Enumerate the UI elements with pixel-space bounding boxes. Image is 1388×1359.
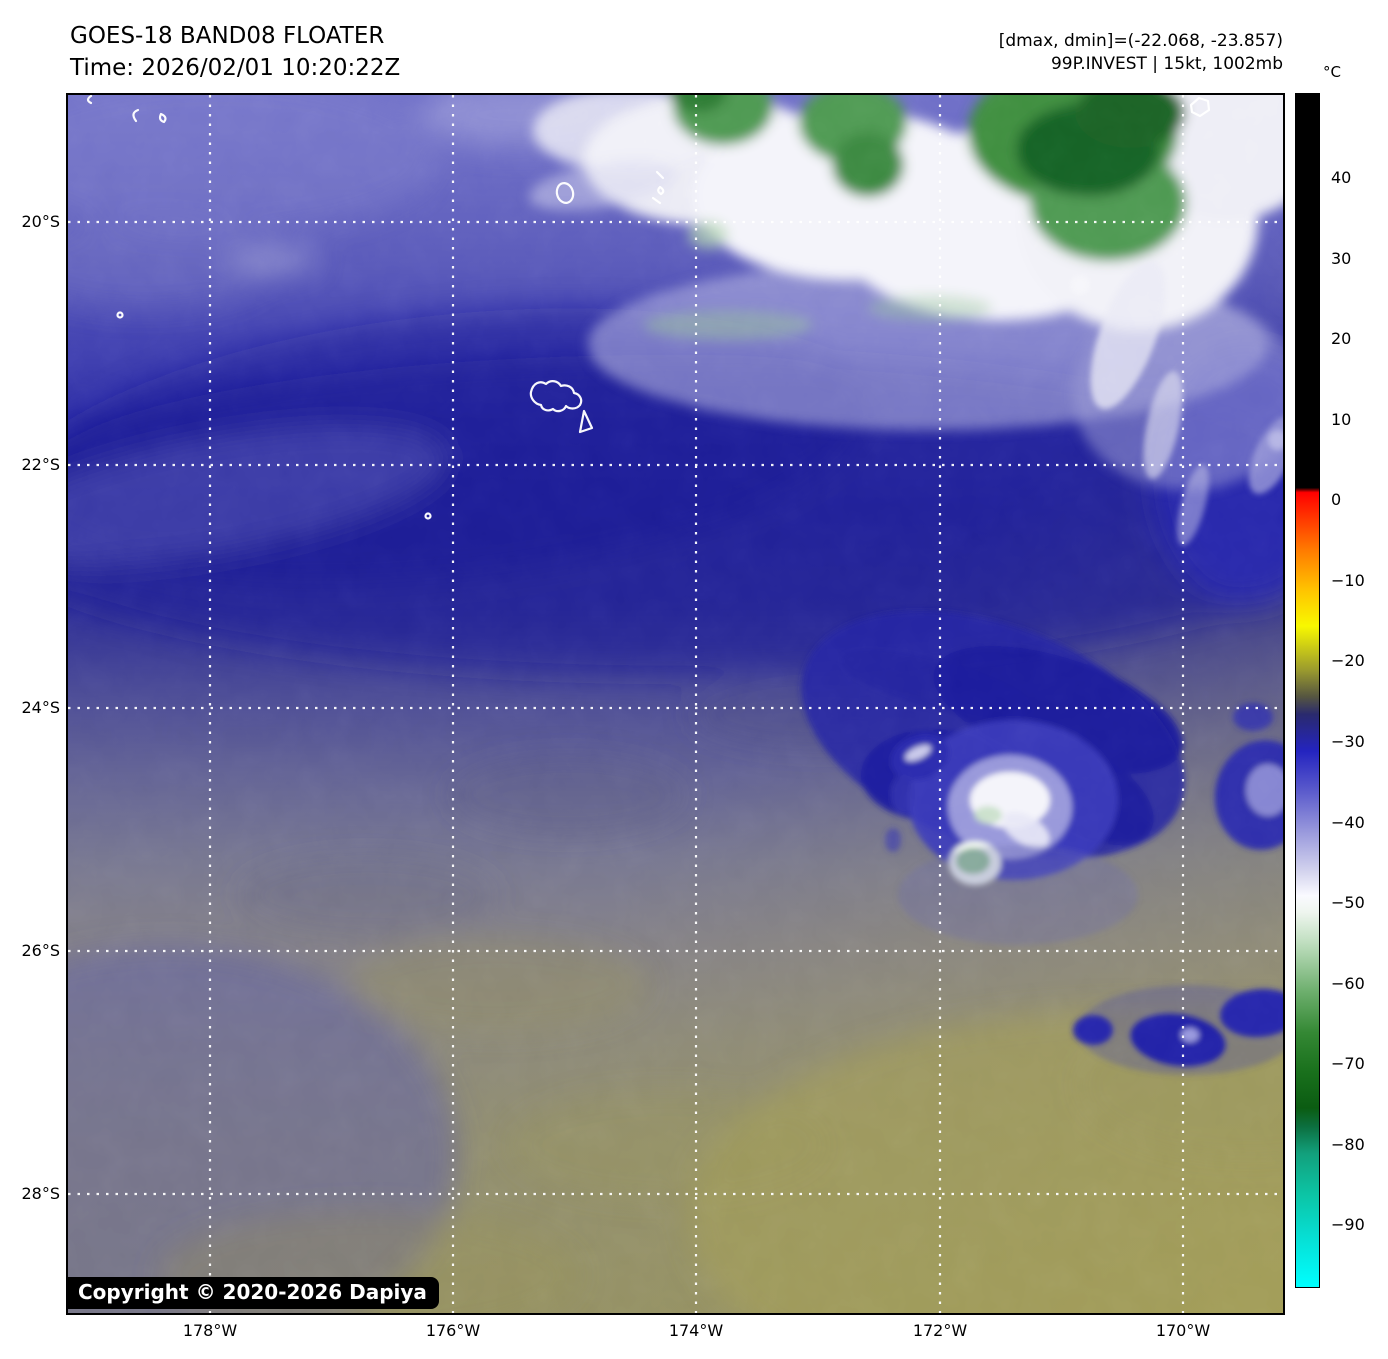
colorbar-tick: −30 bbox=[1331, 732, 1365, 751]
colorbar-tick: −90 bbox=[1331, 1215, 1365, 1234]
lat-label-24s: 24°S bbox=[21, 698, 60, 717]
lon-label-176w: 176°W bbox=[425, 1321, 481, 1340]
colorbar bbox=[1295, 93, 1320, 1288]
colorbar-tick: −80 bbox=[1331, 1135, 1365, 1154]
page-title: GOES-18 BAND08 FLOATER bbox=[70, 23, 385, 49]
colorbar-tick: −50 bbox=[1331, 893, 1365, 912]
coastline-outlines bbox=[86, 95, 1211, 520]
texture-noise bbox=[68, 95, 1283, 1313]
colorbar-tick: 0 bbox=[1331, 490, 1342, 509]
timestamp: Time: 2026/02/01 10:20:22Z bbox=[70, 55, 401, 81]
colorbar-tick: 40 bbox=[1331, 168, 1352, 187]
colorbar-tick: −40 bbox=[1331, 813, 1365, 832]
satellite-image bbox=[68, 95, 1283, 1313]
lat-label-28s: 28°S bbox=[21, 1184, 60, 1203]
colorbar-tick: −20 bbox=[1331, 651, 1365, 670]
colorbar-unit-label: °C bbox=[1323, 63, 1341, 81]
lon-label-170w: 170°W bbox=[1155, 1321, 1211, 1340]
colorbar-tick: 10 bbox=[1331, 410, 1352, 429]
lat-label-26s: 26°S bbox=[21, 941, 60, 960]
colorbar-tick: −60 bbox=[1331, 974, 1365, 993]
graticule bbox=[68, 95, 1283, 1313]
colorbar-tick: −10 bbox=[1331, 571, 1365, 590]
lon-label-178w: 178°W bbox=[182, 1321, 238, 1340]
header-left: GOES-18 BAND08 FLOATER Time: 2026/02/01 … bbox=[70, 20, 400, 84]
satellite-map: Copyright © 2020-2026 Dapiya bbox=[66, 93, 1285, 1315]
header-right: [dmax, dmin]=(-22.068, -23.857) 99P.INVE… bbox=[999, 30, 1283, 76]
colorbar-tick: 20 bbox=[1331, 329, 1352, 348]
copyright-badge: Copyright © 2020-2026 Dapiya bbox=[68, 1277, 439, 1309]
invest-readout: 99P.INVEST | 15kt, 1002mb bbox=[1050, 54, 1283, 74]
colorbar-tick: 30 bbox=[1331, 249, 1352, 268]
lon-label-172w: 172°W bbox=[912, 1321, 968, 1340]
colorbar-tick: −70 bbox=[1331, 1054, 1365, 1073]
lat-label-20s: 20°S bbox=[21, 212, 60, 231]
lat-label-22s: 22°S bbox=[21, 455, 60, 474]
lon-label-174w: 174°W bbox=[668, 1321, 724, 1340]
dmax-dmin-readout: [dmax, dmin]=(-22.068, -23.857) bbox=[998, 31, 1283, 51]
